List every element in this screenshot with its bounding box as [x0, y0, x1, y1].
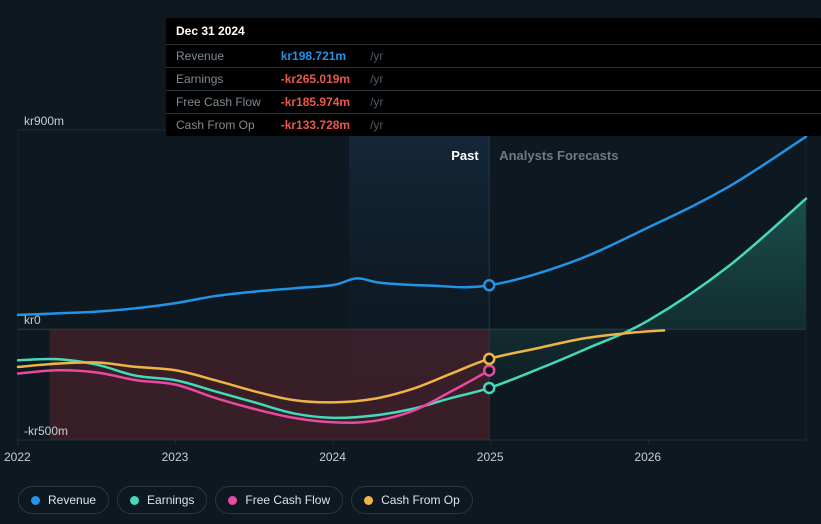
- past-region-label: Past: [451, 148, 478, 163]
- tooltip-metric-label: Revenue: [166, 45, 271, 68]
- tooltip-metric-unit: /yr: [360, 68, 821, 91]
- tooltip-row: Revenuekr198.721m/yr: [166, 45, 821, 68]
- legend-item-earnings[interactable]: Earnings: [117, 486, 207, 514]
- y-tick-label: kr0: [24, 313, 41, 327]
- legend-label: Earnings: [147, 493, 194, 507]
- tooltip-row: Cash From Op-kr133.728m/yr: [166, 114, 821, 137]
- x-tick-label: 2026: [634, 450, 661, 464]
- tooltip-metric-label: Earnings: [166, 68, 271, 91]
- legend-dot-icon: [228, 496, 237, 505]
- tooltip-table: Revenuekr198.721m/yrEarnings-kr265.019m/…: [166, 44, 821, 136]
- legend-item-fcf[interactable]: Free Cash Flow: [215, 486, 343, 514]
- legend-dot-icon: [364, 496, 373, 505]
- legend-label: Revenue: [48, 493, 96, 507]
- legend-item-cfo[interactable]: Cash From Op: [351, 486, 473, 514]
- tooltip-metric-value: kr198.721m: [271, 45, 360, 68]
- legend-item-revenue[interactable]: Revenue: [18, 486, 109, 514]
- legend-dot-icon: [31, 496, 40, 505]
- tooltip-metric-value: -kr133.728m: [271, 114, 360, 137]
- tooltip-row: Earnings-kr265.019m/yr: [166, 68, 821, 91]
- legend-label: Cash From Op: [381, 493, 460, 507]
- legend-dot-icon: [130, 496, 139, 505]
- y-tick-label: kr900m: [24, 114, 64, 128]
- tooltip-metric-label: Free Cash Flow: [166, 91, 271, 114]
- x-tick-label: 2025: [477, 450, 504, 464]
- marker-earnings: [484, 383, 494, 393]
- marker-cfo: [484, 354, 494, 364]
- hover-tooltip: Dec 31 2024 Revenuekr198.721m/yrEarnings…: [166, 18, 821, 136]
- tooltip-metric-unit: /yr: [360, 45, 821, 68]
- chart-legend: Revenue Earnings Free Cash Flow Cash From O…: [18, 486, 473, 514]
- tooltip-metric-value: -kr185.974m: [271, 91, 360, 114]
- x-tick-label: 2022: [4, 450, 31, 464]
- tooltip-metric-value: -kr265.019m: [271, 68, 360, 91]
- forecast-region-label: Analysts Forecasts: [499, 148, 618, 163]
- marker-fcf: [484, 365, 494, 375]
- tooltip-date: Dec 31 2024: [166, 18, 821, 44]
- x-tick-label: 2024: [319, 450, 346, 464]
- y-tick-label: -kr500m: [24, 424, 68, 438]
- tooltip-row: Free Cash Flow-kr185.974m/yr: [166, 91, 821, 114]
- tooltip-metric-unit: /yr: [360, 114, 821, 137]
- marker-revenue: [484, 280, 494, 290]
- tooltip-metric-label: Cash From Op: [166, 114, 271, 137]
- financials-chart: kr900m kr0 -kr500m 20222023202420252026 …: [0, 0, 821, 524]
- x-tick-label: 2023: [162, 450, 189, 464]
- legend-label: Free Cash Flow: [245, 493, 330, 507]
- tooltip-metric-unit: /yr: [360, 91, 821, 114]
